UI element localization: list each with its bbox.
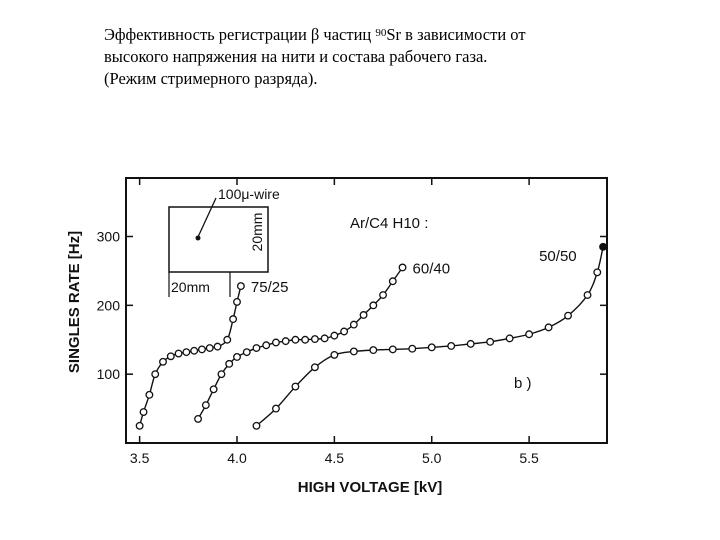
data-point [593, 268, 602, 277]
data-point [525, 330, 534, 339]
data-point [233, 297, 241, 306]
wire-label: 100μ-wire [218, 186, 280, 202]
series-label: 75/25 [251, 279, 289, 296]
data-point [145, 390, 154, 399]
data-point [388, 277, 397, 286]
caption-line-3: (Режим стримерного разряда). [104, 69, 318, 88]
series-50-50: 50/50 [252, 242, 608, 430]
wire-cell-inset: 100μ-wire 20mm 20mm [168, 186, 280, 297]
data-point [233, 353, 241, 361]
x-tick-label: 4.5 [325, 450, 345, 466]
data-point [209, 385, 218, 394]
data-point [599, 242, 608, 251]
x-axis-label: HIGH VOLTAGE [kV] [298, 479, 442, 496]
y-axis-ticks: 100 200 300 [97, 229, 607, 382]
y-tick-label: 200 [97, 297, 121, 313]
series-75-25: 75/25 [135, 279, 289, 430]
data-point [262, 341, 271, 350]
data-point [349, 347, 358, 356]
data-point [310, 335, 319, 344]
data-point [252, 344, 261, 352]
data-point [408, 344, 417, 353]
data-point [330, 331, 339, 340]
data-point [139, 408, 148, 416]
data-point [252, 421, 261, 430]
data-point [174, 349, 183, 358]
data-point [271, 338, 280, 347]
data-point [388, 345, 397, 354]
data-point [301, 335, 310, 344]
data-point [194, 414, 203, 423]
y-axis-label: SINGLES RATE [Hz] [66, 231, 83, 373]
data-point [229, 315, 238, 324]
data-point [330, 350, 339, 359]
data-point [320, 334, 329, 343]
data-point [205, 344, 214, 352]
series-layer: 75/25 60/40 50/50 [135, 242, 608, 430]
data-point [135, 421, 144, 430]
data-point [166, 352, 175, 361]
series-60-40: 60/40 [194, 260, 451, 423]
wire-pointer [197, 197, 217, 238]
data-point [369, 346, 378, 355]
data-point [583, 291, 592, 299]
data-point [217, 370, 226, 379]
data-point [359, 311, 368, 319]
data-point [427, 343, 436, 352]
data-point [236, 282, 245, 291]
series-label: 60/40 [413, 260, 451, 277]
data-point [447, 341, 456, 350]
y-tick-label: 300 [97, 229, 121, 245]
data-point [223, 335, 232, 344]
x-tick-label: 5.0 [422, 450, 442, 466]
data-point [544, 323, 553, 332]
x-tick-label: 5.5 [519, 450, 539, 466]
y-tick-label: 100 [97, 366, 121, 382]
inset-height-label: 20mm [249, 213, 265, 252]
data-point [349, 320, 358, 329]
data-point [466, 339, 475, 348]
data-point [190, 346, 199, 355]
panel-label: b ) [514, 375, 532, 392]
isotope-mass-number: 90 [375, 27, 387, 39]
data-point [310, 363, 319, 372]
cell-outline [168, 206, 269, 273]
x-tick-label: 3.5 [130, 450, 150, 466]
data-point [291, 335, 300, 344]
inset-width-label: 20mm [171, 279, 210, 295]
data-point [564, 311, 573, 320]
data-point [225, 359, 234, 368]
data-point [151, 370, 160, 379]
caption-line-1: Эффективность регистрации β частиц 90Sr … [104, 24, 684, 46]
data-point [505, 334, 514, 343]
data-point [379, 291, 388, 299]
data-point [182, 348, 191, 357]
data-point [201, 401, 210, 410]
data-point [369, 301, 378, 310]
wire-dot [195, 235, 201, 241]
data-point [291, 382, 300, 391]
plot-frame [125, 177, 608, 444]
x-axis-ticks: 3.5 4.0 4.5 5.0 5.5 [130, 178, 539, 466]
data-point [486, 337, 495, 346]
caption-line-1-start: Эффективность регистрации β частиц [104, 25, 376, 44]
caption-line-2: высокого напряжения на нити и состава ра… [104, 47, 488, 66]
caption-line-1-end: Sr в зависимости от [386, 25, 526, 44]
data-point [213, 342, 222, 351]
series-label: 50/50 [539, 248, 577, 265]
legend-title: Ar/C4 H10 : [350, 215, 428, 232]
series-line [138, 285, 242, 426]
data-point [340, 327, 349, 336]
x-tick-label: 4.0 [227, 450, 247, 466]
data-point [281, 337, 290, 346]
data-point [197, 345, 206, 354]
data-point [159, 357, 167, 366]
data-point [398, 263, 407, 272]
data-point [242, 348, 251, 357]
data-point [271, 404, 280, 413]
slide-caption: Эффективность регистрации β частиц 90Sr … [104, 24, 684, 90]
